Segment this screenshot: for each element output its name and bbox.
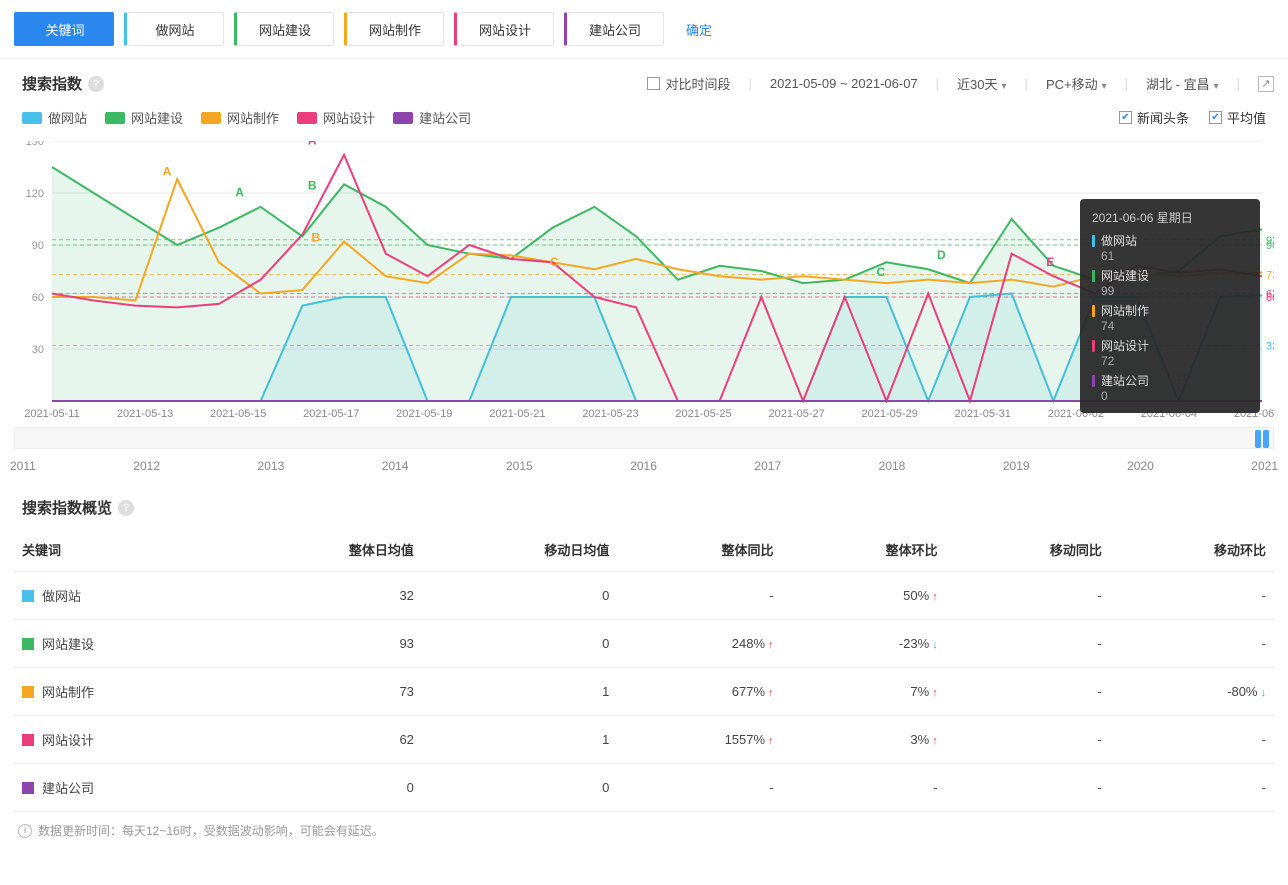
svg-text:90: 90 (1266, 240, 1274, 252)
svg-text:C: C (550, 255, 559, 269)
keyword-tabs: 关键词 做网站网站建设网站制作网站设计建站公司 确定 (0, 0, 1288, 58)
svg-text:120: 120 (26, 188, 44, 200)
legend-item[interactable]: 建站公司 (393, 108, 471, 127)
compare-checkbox[interactable]: 对比时间段 (647, 74, 730, 93)
svg-text:2021-05-19: 2021-05-19 (396, 408, 452, 420)
device-dropdown[interactable]: PC+移动 (1046, 74, 1107, 93)
chart-tooltip: 2021-06-06 星期日 做网站61网站建设99网站制作74网站设计72建站… (1080, 199, 1260, 413)
table-row: 网站建设 930 248%↑ -23%↓ - - (14, 620, 1274, 668)
svg-text:A: A (308, 141, 317, 147)
svg-text:2021-05-27: 2021-05-27 (768, 408, 824, 420)
help-icon[interactable]: ? (88, 76, 104, 92)
overview-title: 搜索指数概览 (22, 497, 112, 518)
column-header: 整体同比 (617, 528, 781, 572)
svg-text:2021-05-21: 2021-05-21 (489, 408, 545, 420)
svg-text:60: 60 (1266, 292, 1274, 304)
column-header: 移动环比 (1110, 528, 1274, 572)
svg-text:B: B (308, 179, 317, 193)
keyword-tab[interactable]: 做网站 (124, 12, 224, 46)
avg-checkbox[interactable]: ✔平均值 (1209, 108, 1266, 127)
svg-text:A: A (163, 165, 172, 179)
column-header: 整体日均值 (226, 528, 422, 572)
svg-text:A: A (235, 185, 244, 199)
panel-title: 搜索指数 (22, 73, 82, 94)
svg-text:2021-05-15: 2021-05-15 (210, 408, 266, 420)
svg-text:90: 90 (32, 240, 44, 252)
svg-text:30: 30 (32, 344, 44, 356)
period-dropdown[interactable]: 近30天 (957, 74, 1007, 93)
svg-text:2021-05-17: 2021-05-17 (303, 408, 359, 420)
legend-item[interactable]: 做网站 (22, 108, 87, 127)
panel-header: 搜索指数 ? 对比时间段 | 2021-05-09 ~ 2021-06-07 |… (0, 58, 1288, 104)
keyword-tab[interactable]: 网站制作 (344, 12, 444, 46)
svg-text:2021-05-29: 2021-05-29 (862, 408, 918, 420)
svg-text:E: E (1046, 255, 1054, 269)
keyword-tab[interactable]: 建站公司 (564, 12, 664, 46)
svg-text:60: 60 (32, 292, 44, 304)
table-row: 做网站 320 - 50%↑ - - (14, 572, 1274, 620)
legend-item[interactable]: 网站建设 (105, 108, 183, 127)
footnote: i数据更新时间：每天12~16时，受数据波动影响，可能会有延迟。 (0, 812, 1288, 857)
keyword-tab[interactable]: 网站设计 (454, 12, 554, 46)
region-dropdown[interactable]: 湖北 - 宜昌 (1146, 74, 1219, 93)
column-header: 移动同比 (946, 528, 1110, 572)
legend-item[interactable]: 网站制作 (201, 108, 279, 127)
svg-text:2021-05-31: 2021-05-31 (955, 408, 1011, 420)
overview-table: 关键词整体日均值移动日均值整体同比整体环比移动同比移动环比 做网站 320 - … (14, 528, 1274, 812)
column-header: 移动日均值 (422, 528, 618, 572)
keyword-main-tab[interactable]: 关键词 (14, 12, 114, 46)
date-range[interactable]: 2021-05-09 ~ 2021-06-07 (770, 76, 918, 91)
svg-text:150: 150 (26, 141, 44, 148)
slider-handle[interactable] (1255, 430, 1269, 448)
year-axis: 2011201220132014201520162017201820192020… (0, 455, 1288, 487)
share-icon[interactable]: ↗ (1258, 76, 1274, 92)
table-row: 建站公司 00 - - - - (14, 764, 1274, 812)
confirm-link[interactable]: 确定 (686, 20, 712, 39)
table-row: 网站设计 621 1557%↑ 3%↑ - - (14, 716, 1274, 764)
line-chart[interactable]: 3060901201509390736260322021-05-112021-0… (14, 141, 1274, 421)
time-slider[interactable] (14, 427, 1274, 449)
column-header: 整体环比 (782, 528, 946, 572)
legend-item[interactable]: 网站设计 (297, 108, 375, 127)
news-checkbox[interactable]: ✔新闻头条 (1119, 108, 1189, 127)
help-icon[interactable]: ? (118, 500, 134, 516)
column-header: 关键词 (14, 528, 226, 572)
svg-text:2021-05-23: 2021-05-23 (582, 408, 638, 420)
svg-text:2021-05-25: 2021-05-25 (675, 408, 731, 420)
svg-text:2021-05-11: 2021-05-11 (24, 408, 79, 420)
svg-text:32: 32 (1266, 341, 1274, 353)
svg-text:B: B (311, 231, 320, 245)
table-row: 网站制作 731 677%↑ 7%↑ - -80%↓ (14, 668, 1274, 716)
svg-text:2021-05-13: 2021-05-13 (117, 408, 173, 420)
keyword-tab[interactable]: 网站建设 (234, 12, 334, 46)
legend: 做网站网站建设网站制作网站设计建站公司 ✔新闻头条 ✔平均值 (0, 104, 1288, 135)
svg-text:D: D (937, 248, 946, 262)
svg-text:C: C (877, 265, 886, 279)
svg-text:73: 73 (1266, 269, 1274, 281)
